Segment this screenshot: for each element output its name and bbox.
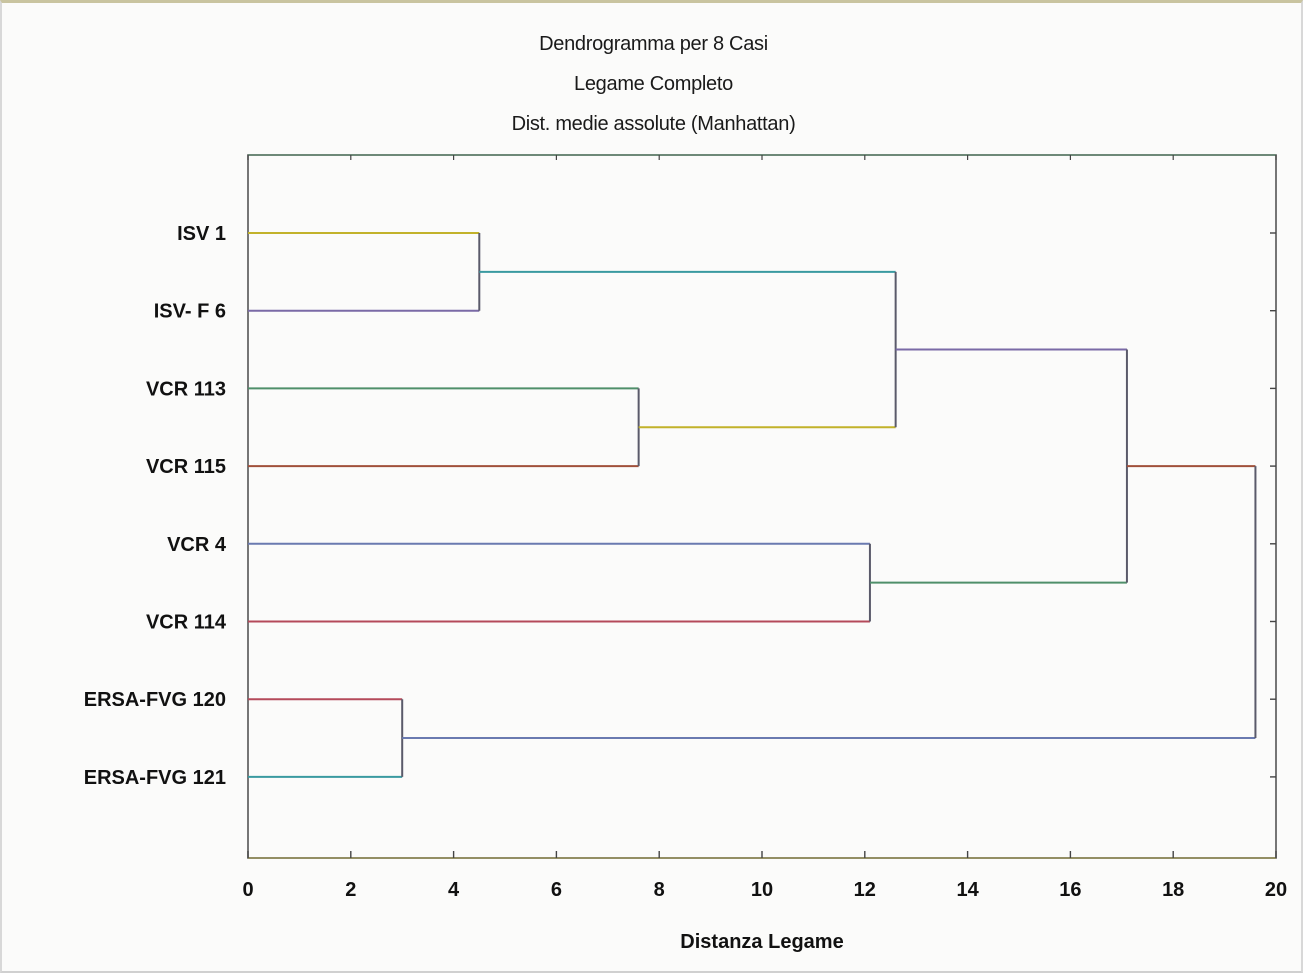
x-tick-label: 8: [654, 879, 665, 901]
leaf-label: VCR 115: [146, 456, 226, 478]
chart-subtitle-2: Dist. medie assolute (Manhattan): [511, 113, 796, 135]
x-tick-label: 12: [854, 879, 876, 901]
chart-subtitle-1: Legame Completo: [574, 73, 733, 95]
x-tick-label: 20: [1265, 879, 1287, 901]
leaf-label: ISV 1: [177, 223, 226, 245]
x-tick-label: 6: [551, 879, 562, 901]
chart-title: Dendrogramma per 8 Casi: [539, 33, 768, 55]
leaf-label: ISV- F 6: [154, 301, 226, 323]
x-axis-ticks: 0 2 4 6 8 10 12 14 16 18 20: [242, 155, 1287, 901]
x-tick-label: 10: [751, 879, 773, 901]
leaf-label: VCR 4: [167, 534, 227, 556]
x-tick-label: 0: [242, 879, 253, 901]
x-tick-label: 4: [448, 879, 460, 901]
x-axis-title: Distanza Legame: [680, 931, 843, 953]
dendrogram-links: [248, 232, 1257, 778]
leaf-label: VCR 113: [146, 378, 226, 400]
leaf-label: ERSA-FVG 120: [84, 689, 226, 711]
x-tick-label: 16: [1059, 879, 1081, 901]
leaf-label: VCR 114: [146, 612, 227, 634]
x-tick-label: 2: [345, 879, 356, 901]
leaf-labels: ISV 1 ISV- F 6 VCR 113 VCR 115 VCR 4 VCR 114 E…: [84, 223, 227, 789]
x-tick-label: 14: [956, 879, 979, 901]
x-tick-label: 18: [1162, 879, 1184, 901]
leaf-label: ERSA-FVG 121: [84, 767, 226, 789]
